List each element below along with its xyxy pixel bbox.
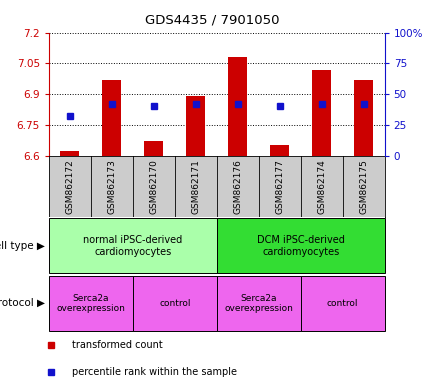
Text: GSM862173: GSM862173 <box>108 159 116 214</box>
Bar <box>217 276 300 331</box>
Text: GDS4435 / 7901050: GDS4435 / 7901050 <box>145 13 280 26</box>
Bar <box>144 141 163 156</box>
Text: normal iPSC-derived
cardiomyocytes: normal iPSC-derived cardiomyocytes <box>83 235 182 257</box>
Text: percentile rank within the sample: percentile rank within the sample <box>72 367 237 377</box>
Bar <box>49 276 133 331</box>
Text: GSM862175: GSM862175 <box>359 159 368 214</box>
Text: control: control <box>159 299 190 308</box>
Bar <box>186 96 205 156</box>
Text: GSM862174: GSM862174 <box>317 159 326 214</box>
Bar <box>354 80 373 156</box>
Text: transformed count: transformed count <box>72 340 163 350</box>
Text: GSM862171: GSM862171 <box>191 159 200 214</box>
Bar <box>228 57 247 156</box>
Text: GSM862172: GSM862172 <box>65 159 74 214</box>
Text: Serca2a
overexpression: Serca2a overexpression <box>57 294 125 313</box>
Bar <box>312 70 331 156</box>
Bar <box>270 145 289 156</box>
Bar <box>102 80 121 156</box>
Text: GSM862170: GSM862170 <box>149 159 158 214</box>
Text: DCM iPSC-derived
cardiomyocytes: DCM iPSC-derived cardiomyocytes <box>257 235 345 257</box>
Text: GSM862177: GSM862177 <box>275 159 284 214</box>
Text: GSM862176: GSM862176 <box>233 159 242 214</box>
Text: cell type ▶: cell type ▶ <box>0 241 45 251</box>
Bar <box>300 276 385 331</box>
Text: protocol ▶: protocol ▶ <box>0 298 45 308</box>
Bar <box>60 151 79 156</box>
Bar <box>49 218 217 273</box>
Bar <box>133 276 217 331</box>
Text: control: control <box>327 299 358 308</box>
Bar <box>217 218 385 273</box>
Text: Serca2a
overexpression: Serca2a overexpression <box>224 294 293 313</box>
